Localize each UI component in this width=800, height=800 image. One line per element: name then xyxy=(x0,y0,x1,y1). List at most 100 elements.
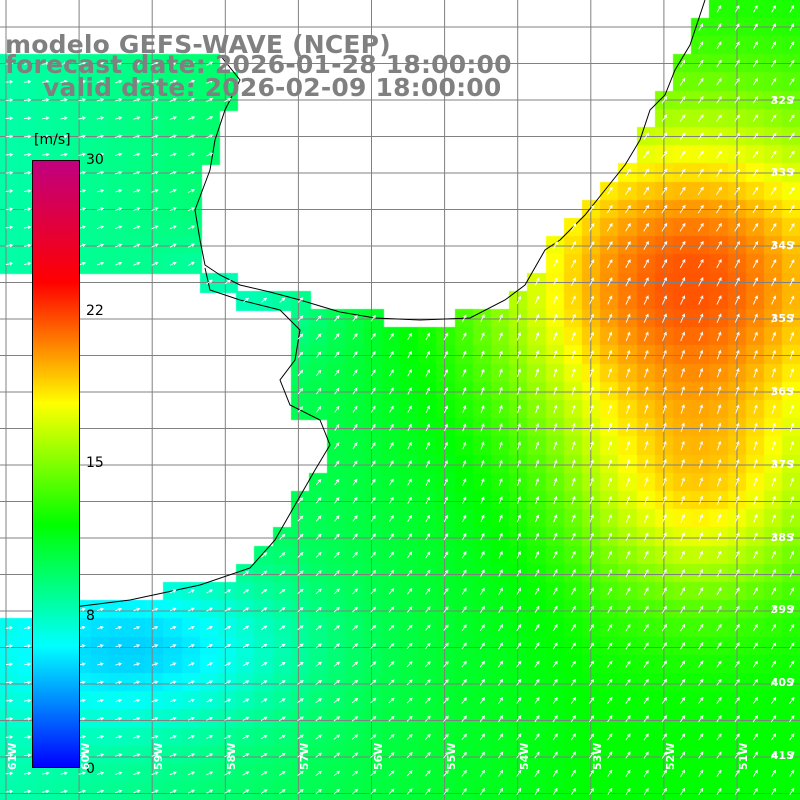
wind-arrow xyxy=(24,698,32,703)
wind-arrow xyxy=(24,735,32,739)
wind-arrow xyxy=(187,735,195,739)
wind-arrow xyxy=(770,240,777,250)
wind-arrow xyxy=(644,386,649,396)
wind-arrow xyxy=(697,132,704,141)
wind-arrow xyxy=(698,769,704,777)
wind-arrow xyxy=(498,332,503,341)
wind-arrow xyxy=(661,295,667,305)
wind-arrow xyxy=(789,678,795,686)
wind-arrow xyxy=(297,770,304,776)
wind-arrow xyxy=(169,771,177,776)
wind-arrow xyxy=(625,241,631,250)
wind-arrow xyxy=(716,459,722,469)
wind-arrow xyxy=(589,733,595,741)
wind-arrow xyxy=(406,624,413,631)
wind-arrow xyxy=(187,243,195,248)
wind-arrow xyxy=(752,168,759,177)
wind-arrow xyxy=(206,116,214,121)
wind-arrow xyxy=(698,440,704,451)
wind-arrow xyxy=(498,313,503,323)
wind-arrow xyxy=(734,769,740,777)
wind-arrow xyxy=(570,715,576,723)
wind-arrow xyxy=(517,423,521,432)
wind-arrow xyxy=(96,189,105,193)
wind-arrow xyxy=(570,222,577,232)
wind-arrow xyxy=(297,552,304,558)
wind-arrow xyxy=(424,697,431,704)
wind-arrow xyxy=(534,532,540,541)
wind-arrow xyxy=(498,423,503,432)
wind-arrow xyxy=(151,771,159,776)
wind-arrow xyxy=(443,423,449,432)
wind-arrow xyxy=(716,150,722,159)
wind-arrow xyxy=(625,660,631,668)
colorbar-tick-15: 15 xyxy=(86,455,104,471)
wind-arrow xyxy=(406,606,413,613)
wind-arrow xyxy=(607,441,613,451)
wind-arrow xyxy=(114,243,123,248)
wind-arrow xyxy=(151,116,159,120)
wind-arrow xyxy=(5,243,14,248)
wind-arrow xyxy=(771,422,776,432)
wind-arrow xyxy=(698,751,704,759)
wind-arrow xyxy=(407,478,412,486)
wind-arrow xyxy=(588,696,595,704)
wind-arrow xyxy=(279,297,286,303)
wind-arrow xyxy=(206,625,213,630)
wind-arrow xyxy=(698,605,704,614)
wind-arrow xyxy=(224,716,232,721)
wind-arrow xyxy=(716,642,722,650)
wind-arrow xyxy=(352,460,358,468)
wind-arrow xyxy=(534,769,540,777)
wind-arrow xyxy=(553,404,558,414)
wind-arrow xyxy=(479,715,486,723)
wind-arrow xyxy=(570,769,576,777)
wind-arrow xyxy=(370,333,376,340)
wind-arrow xyxy=(679,96,686,104)
wind-arrow xyxy=(479,678,486,686)
wind-arrow xyxy=(224,680,232,685)
wind-arrow xyxy=(370,551,376,559)
wind-arrow xyxy=(333,606,341,613)
wind-arrow xyxy=(498,532,503,541)
wind-arrow xyxy=(771,514,776,523)
wind-arrow xyxy=(607,660,613,668)
wind-arrow xyxy=(606,204,613,214)
wind-arrow xyxy=(260,789,268,794)
wind-arrow xyxy=(370,643,377,649)
wind-arrow xyxy=(698,678,704,686)
wind-arrow xyxy=(735,367,740,378)
lon-label: 52W xyxy=(664,742,677,770)
wind-arrow xyxy=(352,588,358,595)
wind-arrow xyxy=(716,605,722,614)
wind-arrow xyxy=(716,23,722,31)
wind-arrow xyxy=(734,623,740,632)
wind-arrow xyxy=(752,150,759,159)
wind-arrow xyxy=(169,189,177,193)
wind-arrow xyxy=(571,331,576,341)
lat-label: 35S xyxy=(770,312,794,325)
wind-arrow xyxy=(771,751,777,759)
wind-arrow xyxy=(224,97,232,103)
wind-arrow xyxy=(680,532,685,541)
wind-arrow xyxy=(716,513,722,523)
wind-arrow xyxy=(370,387,376,395)
wind-arrow xyxy=(23,207,32,211)
wind-arrow xyxy=(425,606,431,613)
wind-arrow xyxy=(534,313,540,323)
wind-arrow xyxy=(188,589,195,594)
wind-arrow xyxy=(717,422,722,433)
wind-arrow xyxy=(680,605,685,614)
wind-arrow xyxy=(589,313,594,323)
wind-arrow xyxy=(278,716,286,722)
wind-arrow xyxy=(425,624,431,631)
wind-arrow xyxy=(697,204,704,214)
wind-arrow xyxy=(789,495,795,505)
wind-arrow xyxy=(789,477,795,487)
wind-arrow xyxy=(443,459,449,468)
wind-arrow xyxy=(480,477,485,486)
wind-arrow xyxy=(734,696,740,704)
wind-arrow xyxy=(625,642,631,650)
wind-arrow xyxy=(734,222,741,232)
wind-arrow xyxy=(169,243,177,248)
